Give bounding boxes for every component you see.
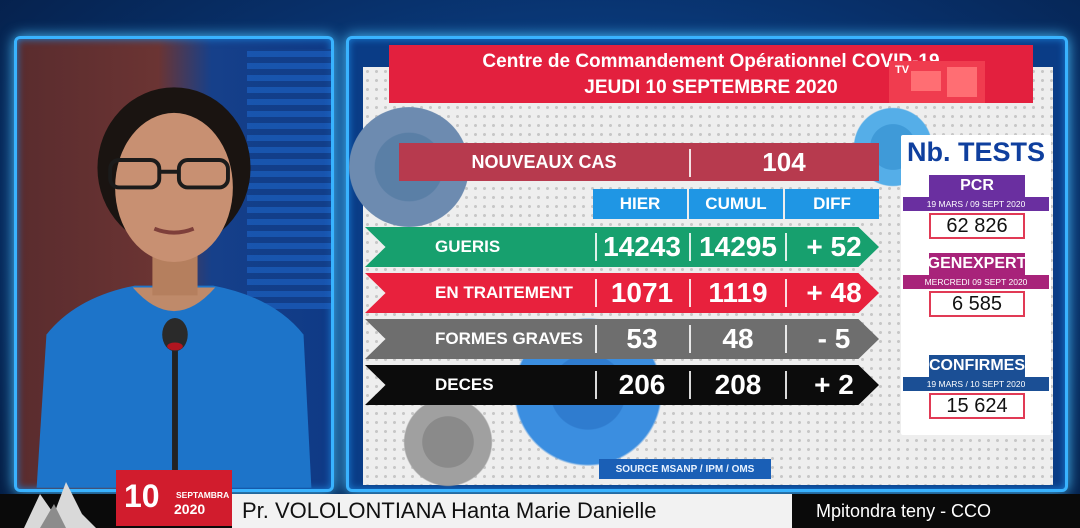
pcr-value: 62 826: [929, 213, 1025, 239]
row-hier-value: 206: [618, 369, 666, 400]
row-cumul-value: 208: [714, 369, 762, 400]
broadcaster-logo-icon: [24, 482, 96, 528]
row-diff-value: + 2: [814, 369, 854, 400]
row-label: GUERIS: [435, 237, 501, 256]
row-label: DECES: [435, 375, 494, 394]
genexpert-period: MERCREDI 09 SEPT 2020: [903, 275, 1049, 289]
date-day: 10: [124, 478, 160, 514]
date-month: SEPTAMBRA: [176, 490, 230, 500]
table-row-en-traitement: EN TRAITEMENT 1071 1119 + 48: [365, 273, 879, 313]
tv-channel-logo: TV: [889, 61, 985, 103]
confirmes-period: 19 MARS / 10 SEPT 2020: [903, 377, 1049, 391]
table-row-deces: DECES 206 208 + 2: [365, 365, 879, 405]
new-cases-label: NOUVEAUX CAS: [471, 151, 617, 172]
column-header-hier: HIER: [593, 189, 687, 219]
table-row-formes-graves: FORMES GRAVES 53 48 - 5: [365, 319, 879, 359]
confirmes-label: CONFIRMES: [929, 355, 1025, 377]
board-title-banner: Centre de Commandement Opérationnel COVI…: [389, 45, 1033, 103]
genexpert-value: 6 585: [929, 291, 1025, 317]
row-cumul-value: 14295: [699, 231, 777, 262]
date-badge: 10 SEPTAMBRA 2020: [116, 470, 232, 526]
covid-statistics-board: Centre de Commandement Opérationnel COVI…: [346, 36, 1068, 492]
board-date: JEUDI 10 SEPTEMBRE 2020: [584, 77, 838, 98]
source-caption: SOURCE MSANP / IPM / OMS: [599, 459, 771, 479]
column-header-cumul: CUMUL: [689, 189, 783, 219]
new-cases-value: 104: [762, 146, 806, 177]
virus-illustration-icon: [403, 397, 493, 487]
row-cumul-value: 48: [722, 323, 754, 354]
row-hier-value: 14243: [603, 231, 681, 262]
new-cases-row: NOUVEAUX CAS 104: [399, 143, 879, 181]
row-hier-value: 1071: [610, 277, 674, 308]
genexpert-label: GENEXPERT: [928, 253, 1026, 275]
speaker-image: [36, 87, 312, 488]
date-year: 2020: [174, 501, 206, 517]
speaker-video-panel: [14, 36, 334, 492]
row-label: EN TRAITEMENT: [435, 283, 573, 302]
pcr-label: PCR: [929, 175, 1025, 197]
row-diff-value: + 48: [806, 277, 862, 308]
speaker-name: Pr. VOLOLONTIANA Hanta Marie Danielle: [232, 494, 792, 528]
row-diff-value: - 5: [817, 323, 851, 354]
tests-panel: Nb. TESTS PCR 19 MARS / 09 SEPT 2020 62 …: [901, 135, 1051, 435]
row-label: FORMES GRAVES: [435, 329, 583, 348]
background-screen: [247, 49, 331, 309]
confirmes-value: 15 624: [929, 393, 1025, 419]
tv-logo-text: TV: [895, 64, 910, 76]
pcr-period: 19 MARS / 09 SEPT 2020: [903, 197, 1049, 211]
tests-title: Nb. TESTS: [906, 137, 1045, 167]
row-hier-value: 53: [626, 323, 658, 354]
speaker-role: Mpitondra teny - CCO: [792, 494, 1080, 528]
board-title: Centre de Commandement Opérationnel COVI…: [482, 51, 940, 72]
row-diff-value: + 52: [806, 231, 862, 262]
row-cumul-value: 1119: [708, 277, 768, 308]
table-row-gueris: GUERIS 14243 14295 + 52: [365, 227, 879, 267]
column-header-diff: DIFF: [785, 189, 879, 219]
column-headers: HIER CUMUL DIFF: [593, 189, 879, 219]
